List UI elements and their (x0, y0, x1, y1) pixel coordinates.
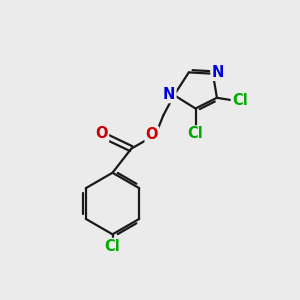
Text: Cl: Cl (188, 126, 203, 141)
Text: O: O (146, 127, 158, 142)
Text: O: O (96, 126, 108, 141)
Text: N: N (212, 65, 224, 80)
Text: Cl: Cl (232, 93, 248, 108)
Text: Cl: Cl (105, 239, 120, 254)
Text: N: N (163, 87, 176, 102)
